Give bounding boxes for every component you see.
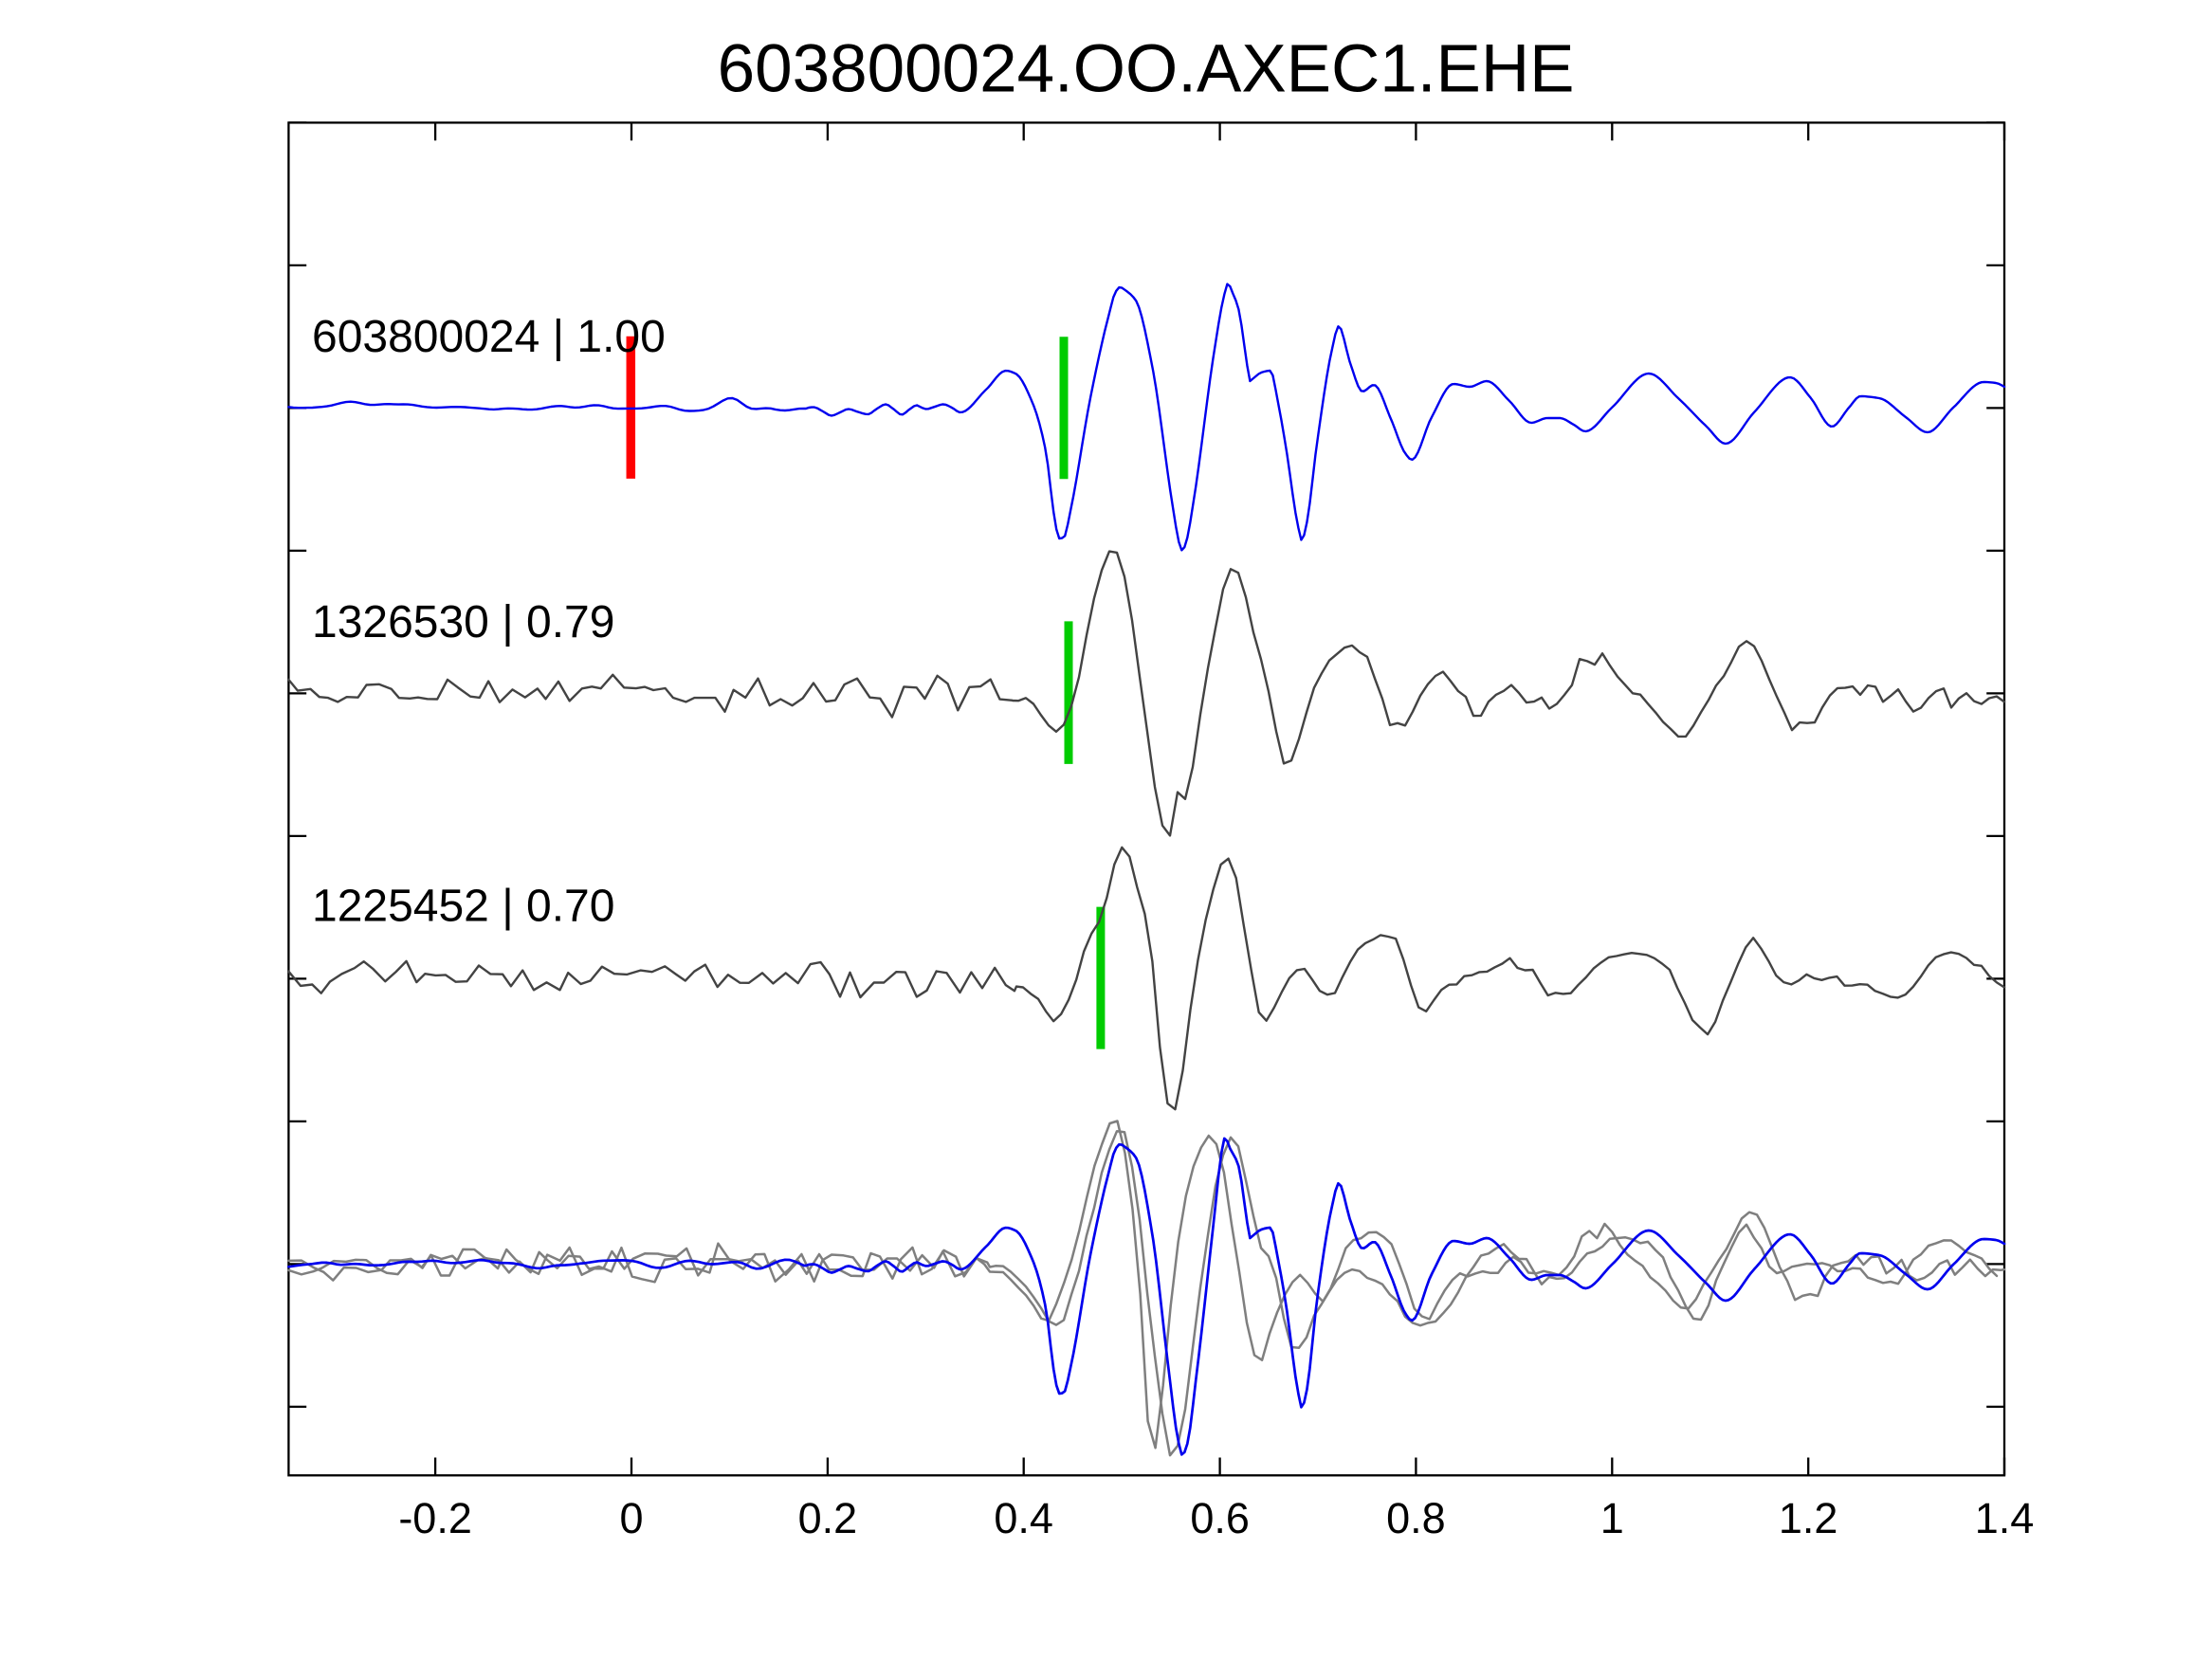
svg-text:603800024.OO.AXEC1.EHE: 603800024.OO.AXEC1.EHE: [718, 32, 1575, 107]
svg-text:0: 0: [619, 1494, 643, 1542]
svg-text:-0.2: -0.2: [398, 1494, 472, 1542]
svg-text:1326530 | 0.79: 1326530 | 0.79: [312, 597, 614, 647]
svg-text:1: 1: [1600, 1494, 1624, 1542]
svg-text:0.6: 0.6: [1190, 1494, 1250, 1542]
svg-text:1.4: 1.4: [1975, 1494, 2035, 1542]
svg-text:1.2: 1.2: [1779, 1494, 1838, 1542]
svg-text:1225452 | 0.70: 1225452 | 0.70: [312, 882, 614, 932]
svg-text:0.2: 0.2: [798, 1494, 858, 1542]
svg-text:603800024 | 1.00: 603800024 | 1.00: [312, 312, 666, 362]
svg-text:0.4: 0.4: [994, 1494, 1053, 1542]
svg-text:0.8: 0.8: [1386, 1494, 1446, 1542]
